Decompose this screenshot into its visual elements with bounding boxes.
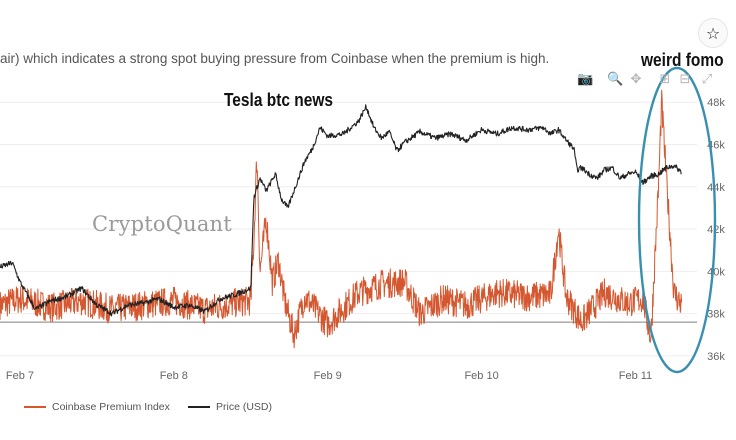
legend-item-price[interactable]: Price (USD) — [188, 401, 272, 413]
legend-label-premium: Coinbase Premium Index — [52, 401, 170, 413]
fomo-highlight-oval — [637, 66, 717, 374]
y-tick-label: 36k — [707, 351, 725, 363]
x-tick-label: Feb 7 — [6, 370, 34, 382]
x-tick-label: Feb 10 — [464, 370, 498, 382]
pan-icon[interactable]: ✥ — [630, 72, 642, 87]
article-caption: air) which indicates a strong spot buyin… — [0, 51, 550, 66]
x-tick-label: Feb 11 — [619, 370, 652, 382]
camera-icon[interactable]: 📷 — [577, 72, 594, 87]
star-icon: ☆ — [705, 23, 721, 43]
y-tick-label: 40k — [707, 266, 725, 278]
x-tick-label: Feb 8 — [160, 370, 188, 382]
fomo-oval — [637, 66, 717, 374]
series-line-price-usd- — [0, 104, 682, 317]
y-tick-label: 48k — [707, 97, 725, 109]
zoom-icon[interactable]: 🔍 — [607, 72, 624, 87]
zoom-out-icon[interactable]: ⊟ — [679, 72, 691, 87]
legend-item-premium[interactable]: Coinbase Premium Index — [24, 401, 170, 413]
x-tick-label: Feb 9 — [314, 370, 342, 382]
star-button[interactable]: ☆ — [698, 18, 728, 48]
fomo-annotation: weird fomo — [641, 50, 724, 70]
tesla-annotation: Tesla btc news — [224, 90, 333, 110]
y-tick-label: 44k — [707, 182, 725, 194]
series-layer — [0, 89, 683, 349]
legend-label-price: Price (USD) — [216, 401, 273, 413]
y-tick-label: 38k — [707, 309, 725, 321]
autoscale-icon[interactable]: ⤢ — [701, 72, 713, 87]
legend-swatch-premium — [24, 406, 46, 408]
zoom-in-icon[interactable]: ⊞ — [659, 72, 671, 87]
x-axis: Feb 7 Feb 8 Feb 9 Feb 10 Feb 11 — [6, 370, 652, 382]
y-tick-label: 42k — [707, 224, 725, 236]
cryptoquant-watermark: CryptoQuant — [92, 212, 232, 236]
legend-swatch-price — [188, 406, 210, 408]
grid-lines — [0, 101, 697, 357]
